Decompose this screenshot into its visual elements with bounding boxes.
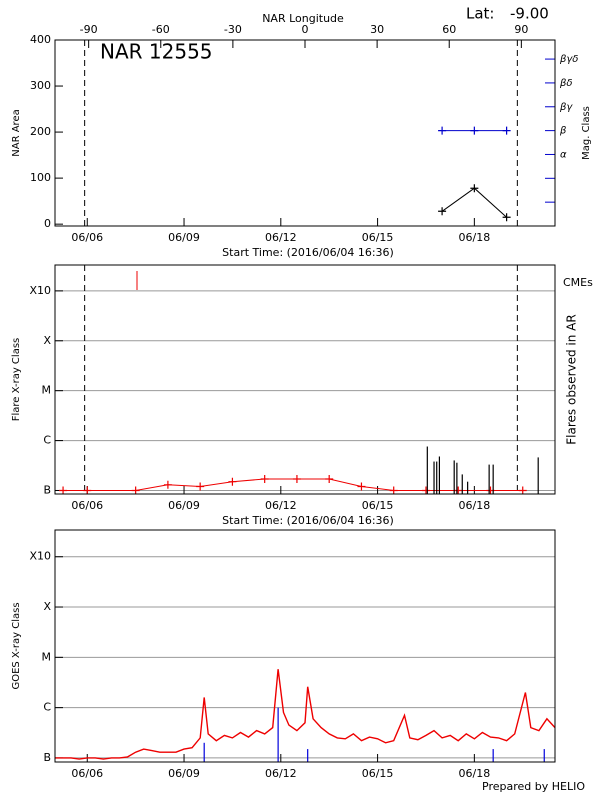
y2-axis-label: Flares observed in AR (565, 314, 579, 444)
plot-frame (54, 39, 556, 227)
y-tick-label: B (43, 483, 51, 496)
y-tick-label: C (43, 701, 51, 714)
x-tick-label: 06/18 (459, 499, 491, 512)
y-axis-label: NAR Area (11, 109, 22, 156)
x2-tick-label: 60 (442, 23, 456, 36)
marker (83, 486, 92, 495)
x2-tick-label: -30 (224, 23, 242, 36)
x-tick-label: 06/18 (459, 231, 491, 244)
x-tick-label: 06/15 (362, 231, 394, 244)
marker (470, 126, 479, 135)
y2-tick-label: βγ (559, 102, 573, 113)
latitude: -9.00 (510, 5, 549, 23)
marker (389, 486, 398, 495)
x-tick-label: 06/06 (71, 499, 103, 512)
y2-tick-label: βγδ (559, 54, 578, 65)
plot-frame (54, 529, 556, 763)
y-tick-label: 200 (30, 125, 51, 138)
marker (325, 474, 334, 483)
x-tick-label: 06/12 (265, 499, 297, 512)
marker (228, 477, 237, 486)
x-axis-label: Start Time: (2016/06/04 16:36) (222, 246, 394, 259)
y-tick-label: B (43, 751, 51, 764)
marker (357, 482, 366, 491)
y-tick-label: 0 (44, 217, 51, 230)
x2-tick-label: 0 (302, 23, 309, 36)
marker (260, 474, 269, 483)
marker (59, 486, 68, 495)
x2-tick-label: -60 (152, 23, 170, 36)
plot-frame (54, 264, 556, 495)
y-tick-label: 400 (30, 33, 51, 46)
y2-axis-label: Mag. Class (581, 106, 592, 160)
y-tick-label: C (43, 434, 51, 447)
y2-tick-label: β (559, 126, 567, 137)
marker (196, 482, 205, 491)
x2-axis-label: NAR Longitude (262, 12, 344, 25)
x-tick-label: 06/06 (71, 231, 103, 244)
credit: Prepared by HELIO (482, 780, 585, 793)
x-tick-label: 06/15 (362, 767, 394, 780)
y2-tick-label: α (560, 149, 567, 160)
x-tick-label: 06/15 (362, 499, 394, 512)
y2-tick-label: βδ (559, 78, 573, 89)
y-tick-label: X (43, 600, 51, 613)
marker (454, 486, 463, 495)
marker (131, 486, 140, 495)
y-axis-label: GOES X-ray Class (11, 602, 22, 689)
x-tick-label: 06/09 (168, 767, 200, 780)
x-tick-label: 06/12 (265, 231, 297, 244)
y-tick-label: 300 (30, 79, 51, 92)
series-line (55, 669, 556, 760)
x-axis-label: Start Time: (2016/06/04 16:36) (222, 514, 394, 527)
marker (438, 126, 447, 135)
marker (438, 207, 447, 216)
marker (163, 480, 172, 489)
y-tick-label: X10 (29, 284, 51, 297)
y-tick-label: X (43, 334, 51, 347)
chart-title: NAR 12555 (100, 40, 213, 64)
x-tick-label: 06/12 (265, 767, 297, 780)
x-tick-label: 06/09 (168, 499, 200, 512)
x2-tick-label: 90 (514, 23, 528, 36)
latitude-label: Lat: (466, 5, 494, 23)
legend-entry: CMEs (563, 276, 593, 289)
y-tick-label: 100 (30, 171, 51, 184)
x-tick-label: 06/18 (459, 767, 491, 780)
marker (518, 486, 527, 495)
marker (292, 474, 301, 483)
marker (502, 126, 511, 135)
x-tick-label: 06/06 (71, 767, 103, 780)
y-tick-label: M (42, 384, 52, 397)
marker (421, 486, 430, 495)
y-axis-label: Flare X-ray Class (11, 338, 22, 422)
marker (470, 184, 479, 193)
x2-tick-label: 30 (370, 23, 384, 36)
y-tick-label: M (42, 650, 52, 663)
x-tick-label: 06/09 (168, 231, 200, 244)
marker (502, 213, 511, 222)
y-tick-label: X10 (29, 550, 51, 563)
x2-tick-label: -90 (80, 23, 98, 36)
